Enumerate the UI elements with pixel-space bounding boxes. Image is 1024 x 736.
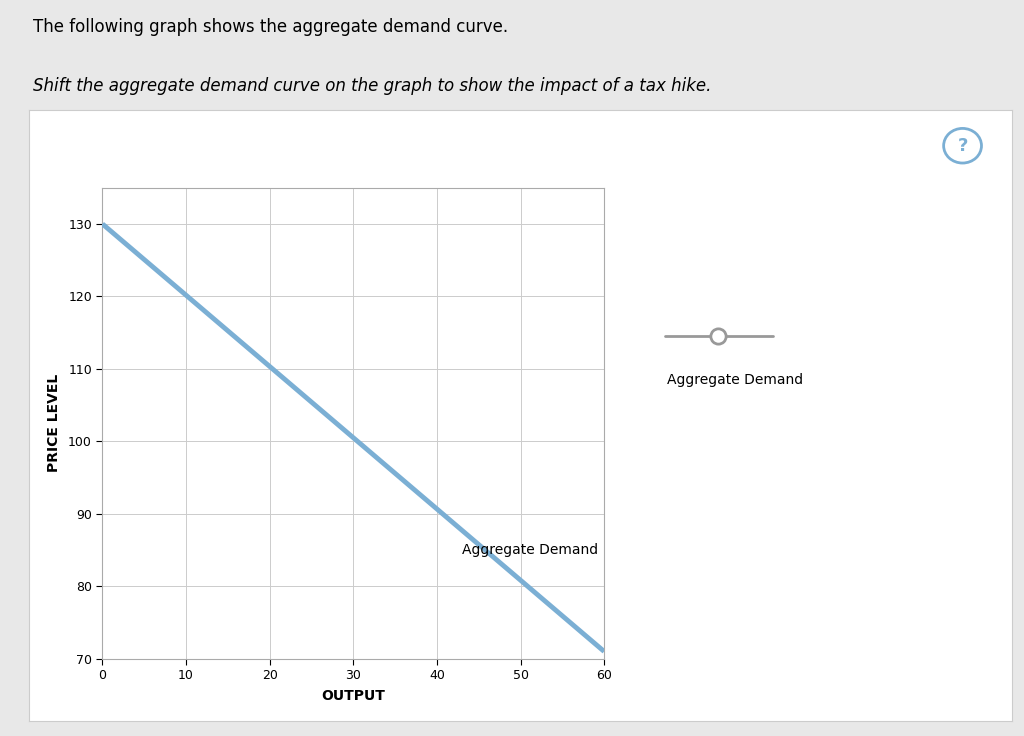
Text: Aggregate Demand: Aggregate Demand: [462, 543, 598, 557]
Text: ?: ?: [957, 137, 968, 155]
Text: Aggregate Demand: Aggregate Demand: [667, 373, 803, 387]
Text: The following graph shows the aggregate demand curve.: The following graph shows the aggregate …: [33, 18, 508, 36]
Y-axis label: PRICE LEVEL: PRICE LEVEL: [47, 374, 61, 473]
X-axis label: OUTPUT: OUTPUT: [322, 689, 385, 703]
Text: Shift the aggregate demand curve on the graph to show the impact of a tax hike.: Shift the aggregate demand curve on the …: [33, 77, 711, 95]
